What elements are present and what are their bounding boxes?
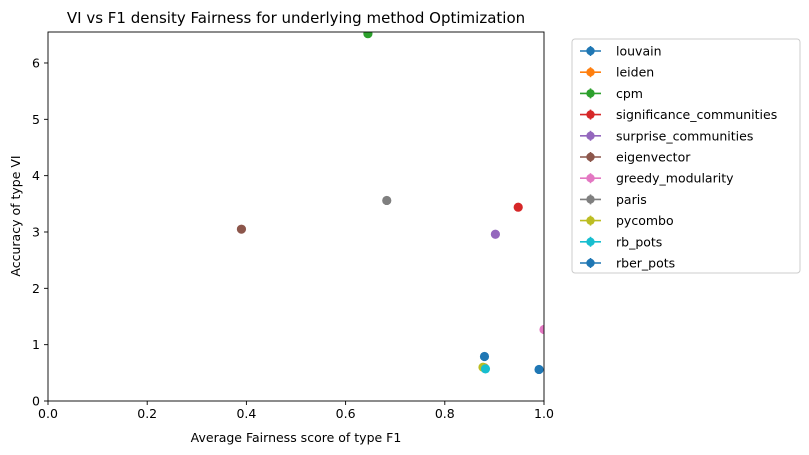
legend-label: eigenvector	[616, 150, 691, 165]
legend-entry-cpm: cpm	[580, 86, 643, 101]
legend-label: rb_pots	[616, 234, 662, 249]
y-tick-label: 0	[32, 394, 40, 409]
legend-label: paris	[616, 192, 647, 207]
y-tick-label: 5	[32, 112, 40, 127]
legend-label: louvain	[616, 44, 662, 59]
legend-label: cpm	[616, 86, 643, 101]
data-point-paris	[382, 195, 392, 206]
data-point-rb_pots	[480, 364, 491, 374]
legend-box	[571, 38, 801, 274]
legend-marker	[586, 110, 595, 119]
x-tick-label: 0.6	[336, 406, 356, 421]
y-tick-label: 1	[32, 337, 40, 352]
x-tick-label: 0.0	[38, 406, 58, 421]
legend-entry-pycombo: pycombo	[580, 213, 674, 228]
legend-entry-surprise_communities: surprise_communities	[580, 128, 753, 143]
legend-entry-louvain: louvain	[580, 44, 662, 59]
legend-entry-rber_pots: rber_pots	[580, 256, 675, 271]
legend-label: leiden	[616, 65, 654, 80]
legend-marker	[586, 46, 595, 56]
x-axis-label: Average Fairness score of type F1	[191, 430, 402, 445]
legend-marker	[586, 152, 595, 162]
legend-entry-paris: paris	[580, 192, 647, 207]
data-point-surprise_communities	[490, 229, 500, 239]
legend-label: pycombo	[616, 213, 674, 228]
legend: louvain leiden cpm significance_communities…	[571, 38, 801, 274]
chart-title: VI vs F1 density Fairness for underlying…	[67, 9, 525, 27]
legend-marker	[586, 68, 595, 77]
legend-marker	[586, 89, 595, 98]
plot-area: 0.0 0.2 0.4 0.6 0.8 1.0 0 1 2 3 4 5 6	[32, 31, 554, 421]
x-tick-label: 0.2	[137, 406, 157, 421]
legend-entry-rb_pots: rb_pots	[580, 234, 662, 249]
legend-entry-leiden: leiden	[580, 65, 654, 80]
legend-entry-greedy_modularity: greedy_modularity	[580, 171, 734, 186]
y-tick-label: 6	[32, 55, 40, 70]
data-point-cpm	[363, 32, 373, 39]
y-tick-label: 2	[32, 281, 40, 296]
legend-marker	[586, 131, 595, 140]
x-tick-label: 1.0	[534, 406, 554, 421]
y-tick-label: 3	[32, 224, 40, 239]
legend-entry-significance_communities: significance_communities	[580, 107, 777, 122]
data-point-eigenvector	[236, 224, 247, 234]
legend-marker	[586, 174, 595, 183]
legend-label: significance_communities	[616, 107, 777, 122]
x-tick-label: 0.8	[435, 406, 455, 421]
data-point-significance_communities	[513, 202, 523, 212]
y-axis-label: Accuracy of type VI	[8, 155, 23, 276]
x-tick-label: 0.4	[236, 406, 256, 421]
data-point-louvain	[479, 351, 490, 362]
data-point-greedy_modularity	[539, 324, 544, 335]
legend-entry-eigenvector: eigenvector	[580, 150, 691, 165]
legend-marker	[586, 216, 595, 225]
axes-frame	[47, 31, 545, 402]
legend-label: surprise_communities	[616, 128, 753, 143]
legend-marker	[586, 258, 595, 268]
data-point-rber_pots	[534, 364, 544, 375]
legend-label: greedy_modularity	[616, 171, 734, 186]
legend-label: rber_pots	[616, 256, 675, 271]
y-tick-label: 4	[32, 168, 40, 183]
legend-marker	[586, 195, 595, 204]
legend-marker	[586, 237, 595, 246]
data-points	[236, 32, 544, 375]
